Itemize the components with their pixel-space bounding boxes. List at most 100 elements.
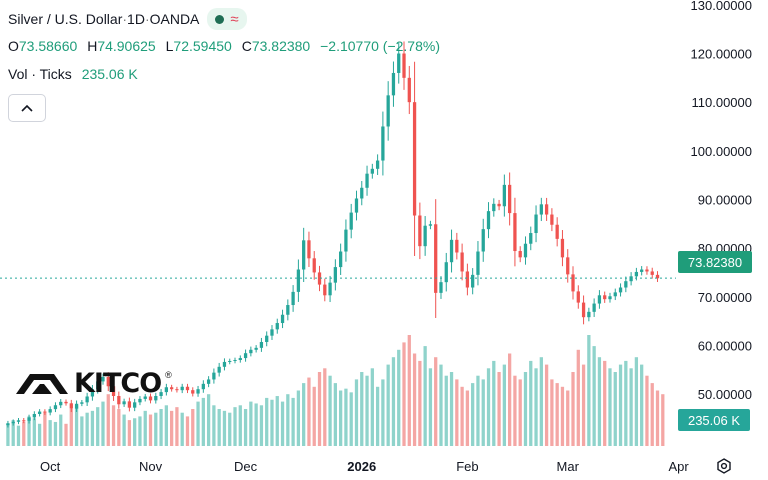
volume-bar <box>560 386 565 446</box>
candle-body <box>492 203 496 212</box>
price-axis[interactable]: 130.00000 120.00000 110.00000 100.00000 90.0… <box>691 0 752 402</box>
volume-bar <box>360 372 364 446</box>
candle-body <box>159 392 163 396</box>
y-tick-label: 120.00000 <box>691 47 752 62</box>
candle-body <box>249 349 253 354</box>
volume-bar <box>581 364 586 446</box>
candle-body <box>296 269 301 292</box>
candle-body <box>576 291 580 303</box>
volume-bar <box>354 379 359 446</box>
title-separator: · <box>144 11 150 27</box>
candle-body <box>302 240 306 270</box>
candle-body <box>254 347 258 350</box>
candle-body <box>143 396 147 399</box>
volume-bar <box>481 379 485 446</box>
close-label: C <box>241 38 252 54</box>
candle-body <box>59 401 63 406</box>
candle-body <box>544 204 549 215</box>
volume-bar <box>386 364 390 446</box>
candle-body <box>43 411 47 413</box>
volume-bar <box>133 418 137 446</box>
volume-bar <box>349 392 353 446</box>
candle-body <box>613 292 617 297</box>
y-tick-label: 60.00000 <box>698 338 752 353</box>
candle-body <box>597 295 602 304</box>
high-value: 74.90625 <box>97 38 156 54</box>
volume-bar <box>175 407 179 446</box>
close-value: 73.82380 <box>251 38 311 54</box>
candle-body <box>624 281 628 288</box>
market-status-pill[interactable]: ≈ <box>207 8 247 30</box>
candle-body <box>201 383 205 390</box>
volume-bar <box>317 372 322 446</box>
volume-bar <box>80 416 84 446</box>
kitco-watermark: KITCO ® <box>14 368 172 399</box>
candle-body <box>434 224 438 293</box>
volume-bars <box>6 335 665 446</box>
volume-bar <box>328 375 332 446</box>
open-label: O <box>8 38 19 54</box>
volume-bar <box>127 420 132 446</box>
volume-bar <box>423 346 427 446</box>
candle-body <box>127 401 132 408</box>
candle-body <box>655 274 660 279</box>
candle-body <box>555 224 559 239</box>
volume-bar <box>259 405 264 446</box>
volume-bar <box>375 386 380 446</box>
candle-body <box>11 421 15 424</box>
candle-body <box>265 335 269 342</box>
volume-legend: Vol · Ticks 235.06 K <box>8 66 138 82</box>
volume-bar <box>455 379 459 446</box>
volume-bar <box>122 414 126 446</box>
volume-bar <box>486 368 491 446</box>
candle-body <box>32 414 36 418</box>
volume-bar <box>550 379 554 446</box>
candle-body <box>418 215 422 247</box>
candle-body <box>502 184 506 207</box>
candle-body <box>513 213 517 252</box>
volume-bar <box>280 401 285 446</box>
candle-body <box>217 366 221 373</box>
candle-body <box>53 405 58 410</box>
volume-bar <box>597 357 602 446</box>
candle-body <box>238 358 242 360</box>
chart-settings-button[interactable] <box>712 456 736 476</box>
volume-bar <box>111 405 116 446</box>
candle-body <box>449 239 454 263</box>
volume-bar <box>296 390 301 446</box>
low-value: 72.59450 <box>173 38 232 54</box>
volume-bar <box>502 364 506 446</box>
volume-bar <box>270 399 274 446</box>
candle-body <box>566 257 570 275</box>
volume-bar <box>222 410 227 446</box>
volume-bar <box>164 405 168 446</box>
candle-body <box>640 269 644 272</box>
volume-bar <box>286 394 290 446</box>
candle-body <box>328 282 332 296</box>
volume-bar <box>465 390 470 446</box>
volume-bar <box>434 357 438 446</box>
interval-label[interactable]: 1D <box>127 11 145 27</box>
volume-bar <box>228 412 232 446</box>
volume-bar <box>323 368 327 446</box>
candle-body <box>180 386 184 391</box>
candle-body <box>529 233 533 244</box>
volume-bar <box>154 412 158 446</box>
candle-body <box>106 377 110 387</box>
volume-bar <box>618 364 623 446</box>
collapse-legend-button[interactable] <box>8 94 46 122</box>
volume-bar <box>566 390 570 446</box>
time-axis[interactable]: Oct Nov Dec 2026 Feb Mar Apr <box>40 459 689 474</box>
symbol-name[interactable]: Silver / U.S. Dollar <box>8 11 123 27</box>
chevron-up-icon <box>21 104 33 112</box>
volume-label[interactable]: Vol · Ticks <box>8 66 72 82</box>
volume-bar <box>555 383 559 446</box>
volume-bar <box>117 409 121 446</box>
source-label[interactable]: OANDA <box>149 11 200 27</box>
candle-body <box>423 225 427 247</box>
volume-bar <box>11 420 15 446</box>
volume-bar <box>449 372 454 446</box>
volume-bar <box>655 390 660 446</box>
volume-bar <box>302 383 306 446</box>
